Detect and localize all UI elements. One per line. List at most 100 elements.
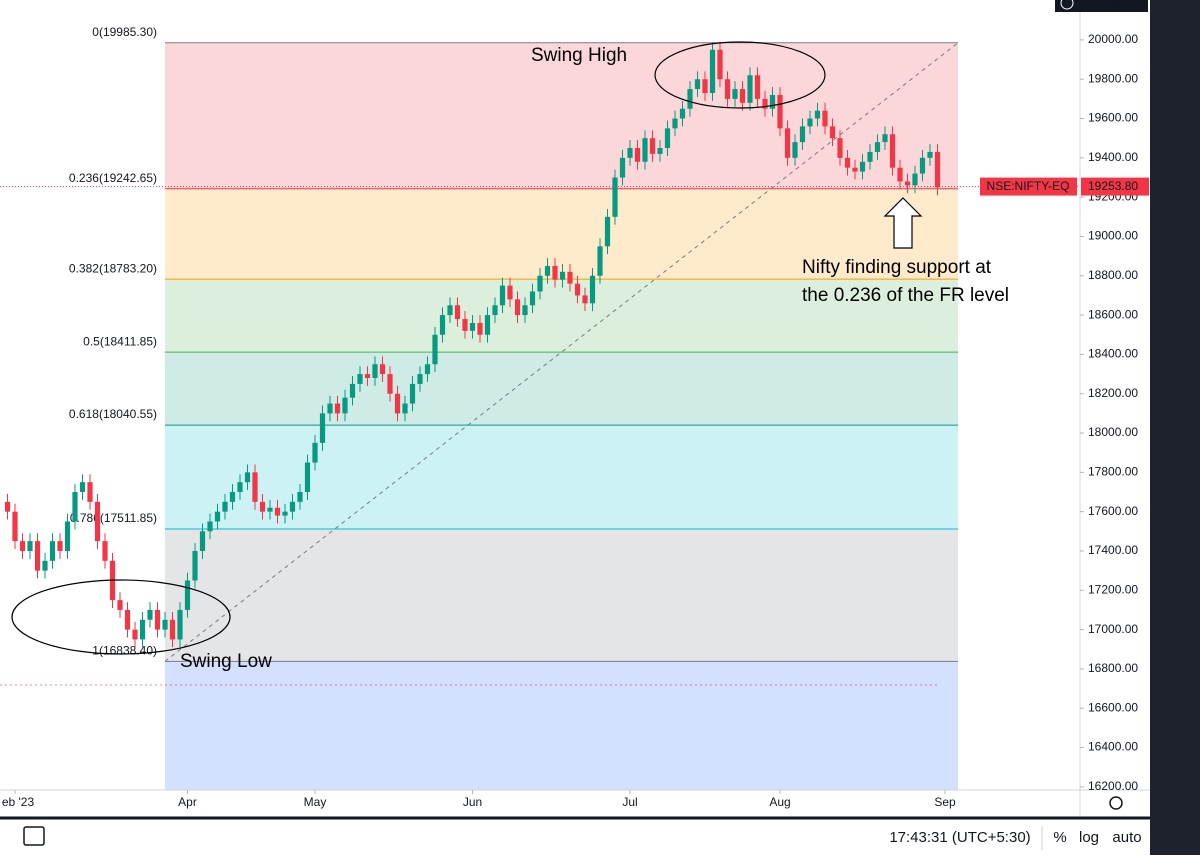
- date-range-icon[interactable]: [23, 826, 45, 846]
- symbol-label: NSE:NIFTY-EQ: [987, 179, 1070, 193]
- candle-body: [469, 322, 476, 331]
- candle-body: [169, 619, 176, 640]
- candle-body: [514, 299, 521, 316]
- y-tick-label: 18000.00: [1088, 425, 1138, 439]
- fib-label: 0(19985.30): [92, 25, 157, 39]
- candle-body: [222, 501, 228, 512]
- candle-body: [792, 142, 798, 158]
- candle-body: [102, 541, 108, 561]
- candle-body: [327, 403, 333, 414]
- candle-body: [147, 609, 153, 620]
- y-tick-label: 18600.00: [1088, 307, 1138, 321]
- candle-body: [852, 167, 858, 172]
- candle-body: [799, 126, 806, 143]
- support-arrow: [883, 197, 923, 249]
- fib-label: 0.618(18040.55): [69, 407, 157, 421]
- candle-body: [724, 79, 731, 99]
- candle-body: [919, 157, 926, 174]
- candle-body: [79, 482, 86, 493]
- candle-body: [132, 629, 138, 640]
- candle-body: [334, 403, 341, 414]
- candle-body: [814, 110, 821, 119]
- candle-body: [499, 285, 506, 306]
- fib-zone: [165, 528, 958, 662]
- log-toggle[interactable]: log: [1079, 829, 1099, 846]
- candle-body: [342, 397, 348, 414]
- candle-body: [267, 507, 273, 512]
- candle-body: [192, 550, 198, 581]
- candle-body: [492, 305, 498, 316]
- candle-body: [762, 98, 768, 109]
- x-tick-label: Aug: [769, 795, 790, 809]
- candle-body: [229, 492, 236, 502]
- candle-body: [409, 383, 416, 404]
- y-tick-label: 17400.00: [1088, 543, 1138, 557]
- candle-body: [784, 128, 791, 158]
- x-tick-label: Apr: [178, 795, 197, 809]
- swing-low-ellipse: [11, 579, 231, 655]
- y-tick-label: 17600.00: [1088, 504, 1138, 518]
- candle-body: [289, 501, 296, 512]
- candle-body: [124, 609, 131, 630]
- candle-body: [934, 151, 941, 188]
- crosshair-badge: [1055, 0, 1148, 12]
- candle-body: [274, 507, 281, 516]
- candle-body: [807, 118, 813, 127]
- candle-body: [657, 148, 663, 154]
- candle-body: [312, 442, 318, 463]
- candle-body: [559, 271, 566, 280]
- note-line: the 0.236 of the FR level: [802, 285, 1009, 306]
- candle-body: [589, 275, 596, 304]
- settings-icon[interactable]: [1109, 796, 1123, 810]
- swing-high-label: Swing High: [531, 45, 627, 66]
- plot-area: 0(19985.30) 0.236(19242.65) 0.382(18783.20…: [0, 25, 1080, 790]
- y-tick-label: 18800.00: [1088, 268, 1138, 282]
- candle-body: [552, 265, 558, 280]
- candle-body: [462, 319, 468, 331]
- candle-body: [904, 181, 911, 186]
- candle-body: [507, 285, 513, 300]
- candle-body: [837, 138, 843, 158]
- y-tick-label: 18200.00: [1088, 386, 1138, 400]
- y-tick-label: 16400.00: [1088, 740, 1138, 754]
- candle-body: [882, 134, 888, 143]
- percent-toggle[interactable]: %: [1053, 829, 1066, 846]
- candle-body: [732, 89, 738, 99]
- candle-body: [432, 334, 438, 365]
- candle-body: [447, 305, 453, 316]
- candle-body: [822, 110, 828, 127]
- auto-toggle[interactable]: auto: [1112, 829, 1141, 846]
- candle-body: [582, 295, 588, 304]
- candle-body: [664, 128, 671, 149]
- candle-body: [477, 322, 483, 335]
- candle-body: [912, 173, 918, 186]
- candle-body: [49, 541, 56, 561]
- y-tick-label: 19600.00: [1088, 111, 1138, 125]
- x-tick-label: Jul: [622, 795, 637, 809]
- candle-body: [57, 541, 63, 551]
- candle-body: [199, 531, 206, 551]
- candle-body: [117, 600, 123, 610]
- y-tick-label: 18400.00: [1088, 347, 1138, 361]
- candle-body: [454, 305, 461, 320]
- note-line: Nifty finding support at: [802, 257, 992, 278]
- x-tick-label: May: [304, 795, 327, 809]
- y-tick-label: 16600.00: [1088, 700, 1138, 714]
- candle-body: [372, 364, 378, 378]
- candle-body: [927, 151, 933, 158]
- crosshair-plus: [1060, 0, 1074, 10]
- right-toolbar: [1150, 0, 1200, 867]
- candle-body: [64, 521, 71, 551]
- candle-body: [619, 157, 626, 178]
- candle-body: [897, 167, 903, 182]
- candle-body: [649, 138, 656, 154]
- x-tick-label: eb '23: [2, 795, 35, 809]
- candle-body: [687, 89, 693, 109]
- candle-body: [237, 482, 243, 493]
- candle-body: [874, 142, 881, 152]
- clock: 17:43:31 (UTC+5:30): [889, 829, 1030, 846]
- candle-body: [867, 151, 873, 162]
- fib-zone: [165, 279, 958, 353]
- candle-body: [282, 511, 288, 516]
